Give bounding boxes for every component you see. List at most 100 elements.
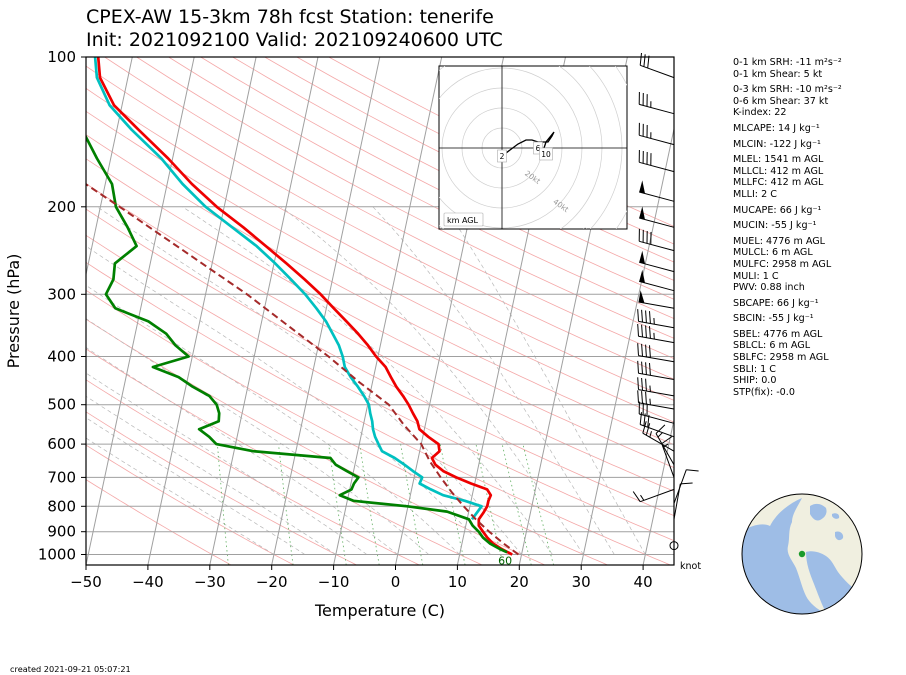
wind-barb — [639, 206, 675, 228]
x-tick-label: 10 — [448, 573, 467, 591]
parcel-profile — [86, 183, 519, 556]
x-tick-label: 20 — [510, 573, 529, 591]
dry-adiabat — [136, 57, 674, 339]
index-line: MLCIN: -122 J kg⁻¹ — [733, 138, 821, 150]
moist-adiabat — [86, 347, 398, 555]
x-axis-label: Temperature (C) — [314, 601, 445, 620]
y-axis-ticks: 100 200 300 400 500 600 700 800 900 1000 — [38, 48, 86, 564]
mixing-ratio-line — [522, 444, 554, 565]
hodograph-label: km AGL — [447, 216, 479, 225]
index-line: K-index: 22 — [733, 107, 787, 119]
dry-adiabat — [86, 110, 674, 423]
dry-adiabat — [86, 87, 674, 401]
index-line: MULFC: 2958 m AGL — [733, 258, 832, 270]
wind-barb — [637, 390, 675, 410]
wind-barb — [632, 488, 675, 503]
wind-barb — [638, 228, 675, 252]
y-tick-label: 800 — [47, 497, 76, 515]
wind-barb — [638, 290, 675, 309]
index-line: SHIP: 0.0 — [733, 375, 777, 387]
hodograph-height-box — [539, 147, 553, 161]
dry-adiabat — [104, 57, 674, 359]
y-tick-label: 700 — [47, 468, 76, 486]
hodograph-trace — [501, 131, 555, 157]
dry-adiabat — [86, 208, 674, 517]
wind-barb — [638, 149, 675, 173]
wind-barb — [639, 250, 675, 273]
dry-adiabat — [86, 234, 674, 542]
x-tick-label: 40 — [634, 573, 653, 591]
isotherm — [86, 57, 195, 565]
wind-barb — [637, 343, 675, 363]
moist-adiabat — [86, 284, 460, 555]
isotherm — [333, 57, 443, 565]
wind-barb — [637, 360, 675, 380]
plot-area — [86, 57, 674, 565]
index-line: 0-3 km SRH: -10 m²s⁻² — [733, 84, 842, 96]
index-line: MUEL: 4776 m AGL — [733, 235, 826, 247]
y-tick-label: 600 — [47, 435, 76, 453]
index-line: SBLCL: 6 m AGL — [733, 340, 811, 352]
hodograph-label-box — [443, 212, 484, 227]
index-line: 0-1 km SRH: -11 m²s⁻² — [733, 57, 842, 68]
dry-adiabat — [86, 444, 294, 565]
x-tick-label: 0 — [391, 573, 401, 591]
y-tick-label: 300 — [47, 285, 76, 303]
index-line: MULI: 1 C — [733, 270, 779, 282]
y-tick-label: 100 — [47, 48, 76, 66]
index-line: MLLCL: 412 m AGL — [733, 165, 824, 177]
x-tick-label: −10 — [318, 573, 350, 591]
wind-barb — [638, 91, 675, 115]
y-tick-label: 1000 — [38, 546, 76, 564]
wind-barb — [642, 421, 675, 452]
dewpoint-profile — [93, 57, 483, 521]
mixing-ratio-line — [400, 444, 424, 565]
index-line: STP(fix): -0.0 — [733, 386, 795, 398]
dry-adiabat — [86, 134, 674, 446]
x-tick-label: −40 — [132, 573, 164, 591]
created-timestamp: created 2021-09-21 05:07:21 — [10, 664, 131, 674]
wind-barb — [639, 269, 675, 292]
wind-barb — [638, 122, 675, 146]
isotherm — [271, 57, 381, 565]
x-tick-label: −20 — [256, 573, 288, 591]
dry-adiabat — [86, 479, 232, 565]
wind-barb — [637, 309, 675, 329]
wind-barb — [669, 541, 679, 551]
wind-barb — [673, 482, 693, 520]
globe-outline — [741, 493, 863, 615]
index-line: SBLFC: 2958 m AGL — [733, 352, 829, 364]
x-axis-ticks: −50 −40 −30 −20 −10 0 10 20 30 40 — [70, 565, 653, 591]
profile-lines — [86, 57, 519, 556]
station-marker — [798, 550, 806, 558]
moist-adiabat — [86, 245, 491, 555]
hodograph-height-label: 6 — [536, 144, 541, 153]
index-line: MLLI: 2 C — [733, 188, 777, 200]
chart-subtitle: Init: 2021092100 Valid: 202109240600 UTC — [86, 29, 503, 51]
moist-adiabat — [86, 437, 275, 555]
x-tick-label: −30 — [194, 573, 226, 591]
mixing-ratio-line — [359, 444, 380, 565]
wind-unit-label: knot — [680, 561, 701, 572]
dry-adiabat — [86, 289, 608, 565]
x-tick-label: 30 — [572, 573, 591, 591]
moist-adiabat — [444, 206, 646, 555]
dry-adiabat — [200, 57, 674, 300]
dry-adiabat — [86, 318, 545, 565]
y-tick-label: 900 — [47, 523, 76, 541]
dry-adiabat — [86, 158, 674, 469]
y-tick-label: 400 — [47, 348, 76, 366]
hodograph-height-box — [497, 149, 507, 163]
mixing-ratio-line — [278, 444, 294, 565]
index-line: MULCL: 6 m AGL — [733, 247, 813, 259]
wet-bulb-profile — [86, 134, 508, 554]
index-line: MUCAPE: 66 J kg⁻¹ — [733, 204, 822, 216]
index-line: PWV: 0.88 inch — [733, 282, 805, 294]
index-line: MLLFC: 412 m AGL — [733, 177, 824, 189]
wind-barb — [639, 412, 675, 438]
index-line: MLEL: 1541 m AGL — [733, 154, 824, 166]
wind-barbs — [632, 52, 699, 551]
dry-adiabat — [168, 57, 674, 320]
sounding-indices: 0-1 km SRH: -11 m²s⁻² 0-1 km Shear: 5 kt 0… — [733, 57, 903, 398]
